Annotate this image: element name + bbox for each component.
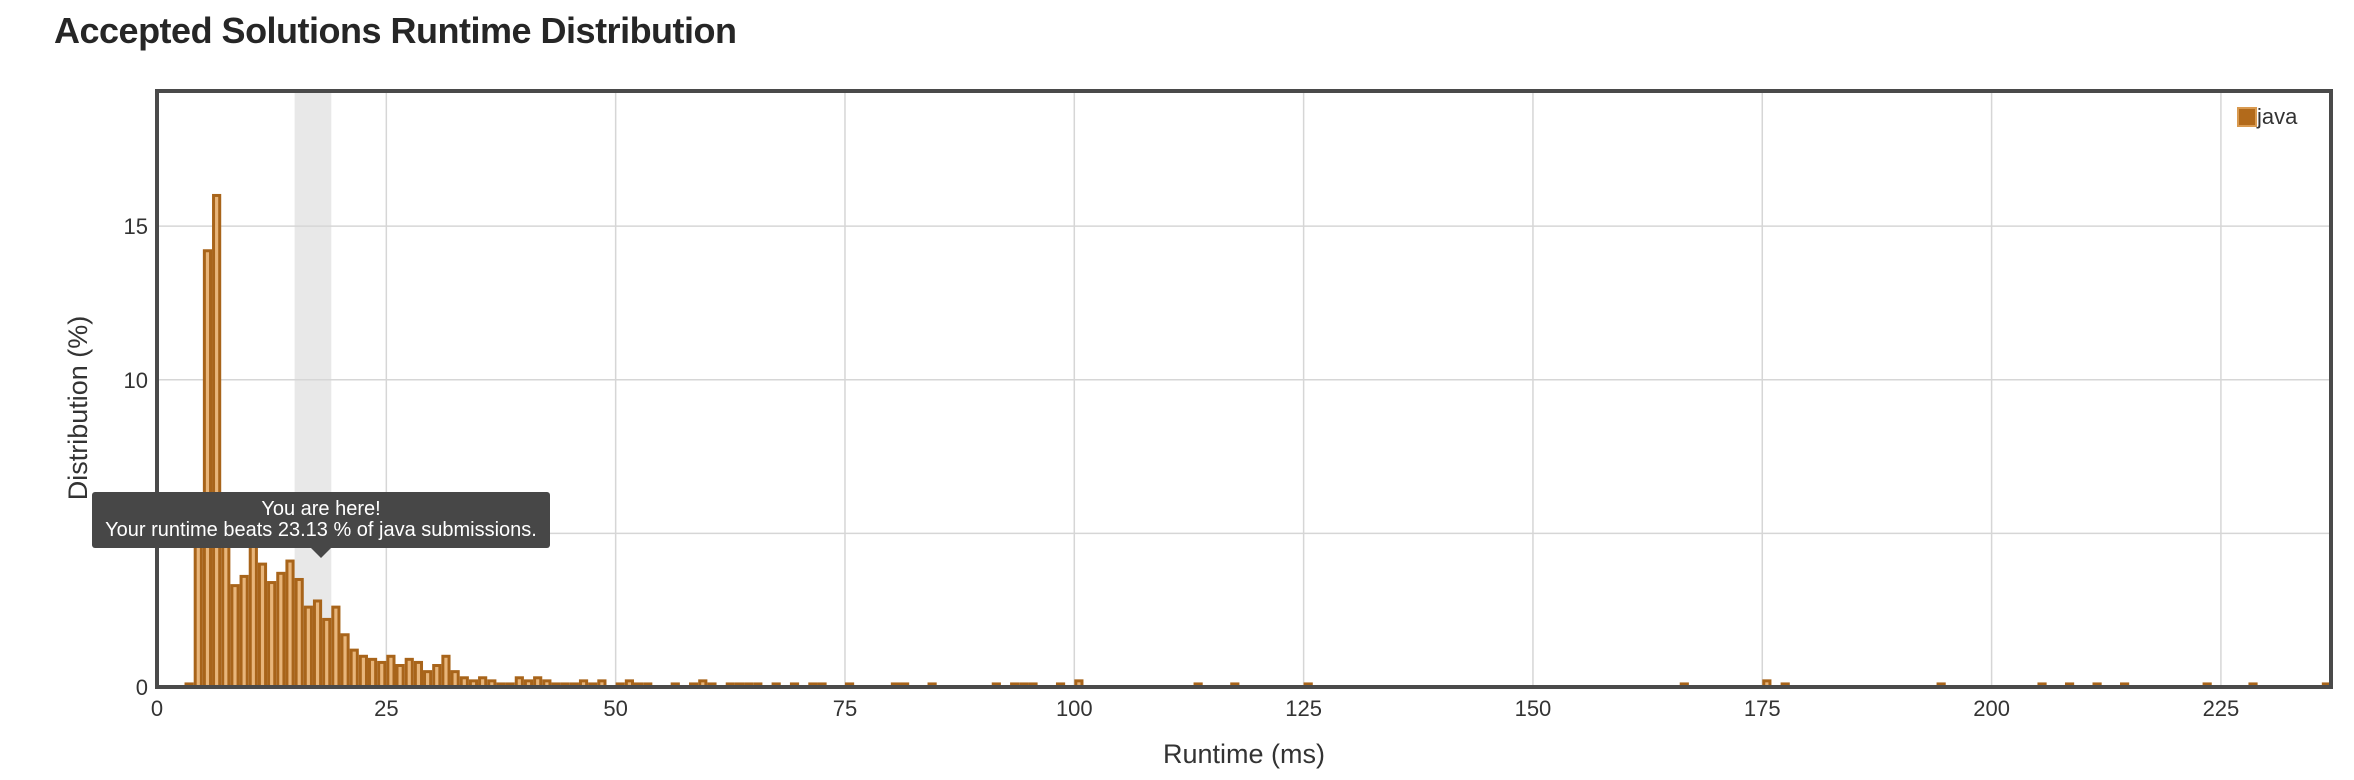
- axis-ticks: 0255075100125150175200225051015: [124, 214, 2240, 721]
- bar-java[interactable]: [377, 660, 387, 689]
- bar-java[interactable]: [340, 633, 350, 689]
- bar-java[interactable]: [432, 663, 442, 689]
- x-tick-label: 0: [151, 696, 163, 721]
- plot-frame: [155, 89, 2333, 689]
- chart-title: Accepted Solutions Runtime Distribution: [54, 10, 737, 51]
- bar-java[interactable]: [367, 657, 378, 689]
- bar-java[interactable]: [212, 193, 222, 689]
- tooltip-title: You are here!: [261, 498, 381, 520]
- bar-java[interactable]: [239, 574, 249, 689]
- bar-java[interactable]: [202, 249, 213, 689]
- legend-label-java: java: [2257, 104, 2298, 129]
- y-tick-label: 0: [136, 675, 148, 700]
- bar-java[interactable]: [230, 584, 240, 689]
- runtime-tooltip: You are here! Your runtime beats 23.13 %…: [92, 492, 550, 548]
- bar-java[interactable]: [294, 577, 304, 689]
- tooltip-pointer: [311, 548, 331, 558]
- x-tick-label: 175: [1744, 696, 1781, 721]
- x-tick-label: 75: [833, 696, 857, 721]
- x-tick-label: 225: [2203, 696, 2240, 721]
- plot-background: [157, 91, 2331, 687]
- bar-java[interactable]: [303, 605, 313, 689]
- tooltip-message: Your runtime beats 23.13 % of java submi…: [105, 519, 537, 541]
- bar-java[interactable]: [450, 670, 460, 689]
- x-tick-label: 150: [1515, 696, 1552, 721]
- legend[interactable]: java: [2237, 104, 2297, 130]
- bar-java[interactable]: [257, 562, 268, 689]
- bar-java[interactable]: [221, 534, 231, 689]
- bar-java[interactable]: [413, 660, 424, 689]
- bar-java[interactable]: [423, 670, 433, 689]
- x-tick-label: 25: [374, 696, 398, 721]
- x-tick-label: 100: [1056, 696, 1093, 721]
- x-tick-label: 125: [1285, 696, 1322, 721]
- bar-java[interactable]: [276, 571, 286, 689]
- bar-java[interactable]: [322, 617, 332, 689]
- gridlines: [157, 91, 2331, 687]
- bar-java[interactable]: [349, 648, 359, 689]
- bar-java[interactable]: [312, 599, 323, 689]
- bar-java[interactable]: [248, 534, 258, 689]
- bar-java[interactable]: [193, 531, 203, 689]
- x-axis-title: Runtime (ms): [1163, 739, 1325, 769]
- bar-java[interactable]: [386, 654, 396, 689]
- y-tick-label: 15: [124, 214, 148, 239]
- x-tick-label: 200: [1973, 696, 2010, 721]
- bar-java[interactable]: [358, 654, 368, 689]
- bar-java[interactable]: [404, 657, 414, 689]
- bar-java[interactable]: [441, 654, 451, 689]
- bar-java[interactable]: [395, 663, 405, 689]
- y-axis-title: Distribution (%): [63, 316, 93, 501]
- bar-java[interactable]: [267, 581, 277, 689]
- bar-java[interactable]: [285, 559, 295, 689]
- bar-java[interactable]: [331, 605, 341, 689]
- x-tick-label: 50: [603, 696, 627, 721]
- legend-swatch-java: [2237, 107, 2257, 127]
- y-tick-label: 10: [124, 368, 148, 393]
